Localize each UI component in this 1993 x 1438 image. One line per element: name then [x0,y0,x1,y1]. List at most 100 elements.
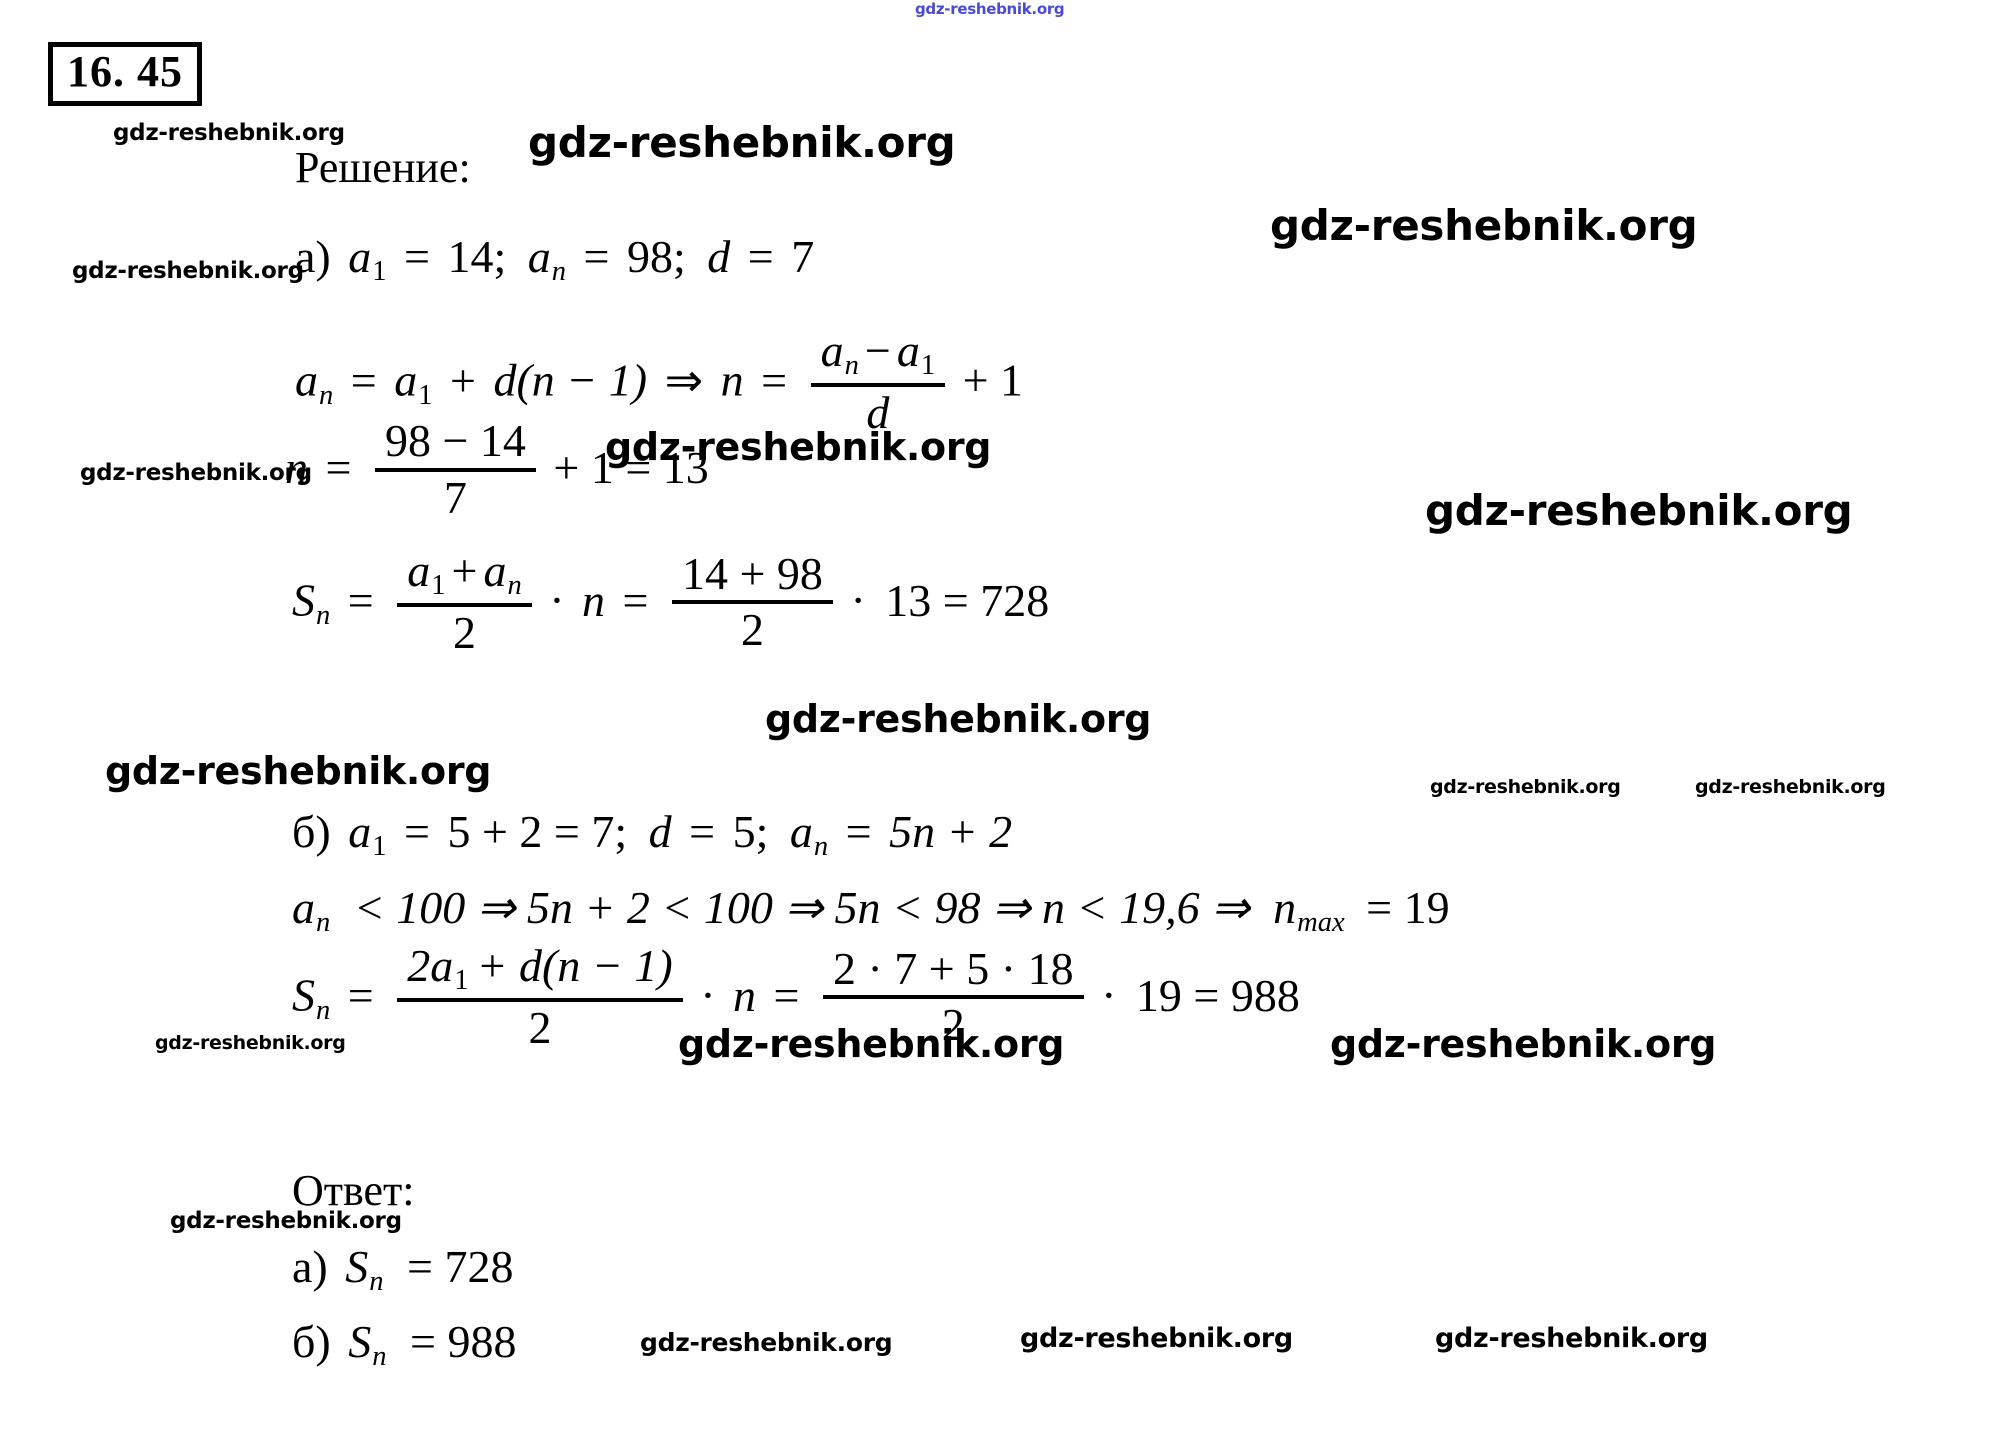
d-n-minus-1-term: + d(n − 1) [476,940,673,992]
S-subscript: n [369,1265,384,1297]
exercise-number-box: 16. 45 [48,42,202,106]
an-subscript: n [316,906,331,938]
an-symbol: a [820,325,844,377]
solution-heading: Решение: [295,143,471,192]
a1-symbol: a [394,354,418,406]
answer-part-a: а) Sn = 728 [292,1240,513,1298]
watermark: gdz-reshebnik.org [155,1032,346,1054]
an-symbol: a [527,231,551,282]
fraction-98-minus-14-over-7: 98 − 14 7 [374,416,536,522]
S-symbol: S [348,1316,372,1367]
fraction-denominator: 2 [397,998,683,1052]
watermark: gdz-reshebnik.org [1435,1323,1708,1354]
S-symbol: S [345,1241,369,1292]
d-symbol: d [648,806,672,857]
watermark: gdz-reshebnik.org [72,258,304,284]
fraction-denominator: d [810,383,946,437]
plus-sign: + [449,354,476,406]
fraction-2a1-plus-d-n-minus-1-over-2: 2a1 + d(n − 1) 2 [397,942,683,1052]
equals-sign: = [583,231,610,282]
a1-symbol: a [348,806,372,857]
d-symbol: d [707,231,731,282]
separator: ; [614,806,628,857]
equals-sign: = [347,969,374,1021]
watermark: gdz-reshebnik.org [105,749,492,793]
minus-sign: − [864,325,891,377]
answer-a-label: а) [292,1241,328,1292]
watermark: gdz-reshebnik.org [1270,201,1698,250]
watermark: gdz-reshebnik.org [765,697,1152,741]
part-a-given: а) a1 = 14; an = 98; d = 7 [295,230,814,288]
formula-tail: + 1 [962,354,1024,406]
equals-sign: = [689,806,716,857]
fraction-denominator: 2 [671,600,833,654]
nmax-value: = 19 [1366,882,1450,933]
fraction-an-minus-a1-over-d: an − a1 d [810,327,946,437]
an-expression: 5n + 2 [889,806,1013,857]
equals-sign: = [747,231,774,282]
an-subscript: n [507,570,522,602]
watermark: gdz-reshebnik.org [605,425,992,469]
fraction-denominator: 7 [374,467,536,522]
a1-subscript: 1 [372,830,387,862]
S-symbol: S [292,969,315,1021]
equals-sign: = [761,354,788,406]
d-symbol: d [493,354,517,406]
2a1-term: 2a [407,940,454,992]
fraction-numerator: 2a1 + d(n − 1) [397,942,682,998]
multiply-dot-icon: · [850,574,866,626]
watermark: gdz-reshebnik.org [170,1208,402,1234]
an-symbol: a [483,545,507,597]
separator: ; [672,231,686,282]
n-symbol: n [582,574,606,626]
watermark: gdz-reshebnik.org [1430,776,1621,798]
equals-sign: = [350,354,377,406]
separator: ; [493,231,507,282]
fraction-14-plus-98-over-2: 14 + 98 2 [671,548,833,655]
equals-sign: = [404,231,430,282]
fraction-numerator: a1 + an [397,547,531,603]
answer-part-b: б) Sn = 988 [292,1315,516,1373]
equals-sign: = [773,969,800,1021]
part-b-label: б) [292,806,331,857]
answer-b-value: = 988 [410,1316,517,1367]
an-symbol: a [292,882,315,933]
n-symbol: n [720,354,744,406]
fraction-numerator: 14 + 98 [681,548,823,600]
equals-sign: = [325,441,352,493]
a1-symbol: a [407,545,431,597]
n-symbol: n [733,969,757,1021]
part-b-inequality: an < 100 ⇒ 5n + 2 < 100 ⇒ 5n < 98 ⇒ n < … [292,880,1450,939]
S-subscript: n [316,994,331,1026]
multiply-dot-icon: · [549,574,565,626]
equals-sign: = [622,574,649,626]
S-subscript: n [372,1340,387,1372]
an-subscript: n [844,350,859,382]
answer-a-value: = 728 [407,1241,514,1292]
watermark: gdz-reshebnik.org [640,1328,893,1357]
watermark: gdz-reshebnik.org [678,1022,1065,1066]
watermark: gdz-reshebnik.org [528,118,956,167]
an-symbol: a [789,806,813,857]
inequality-chain: < 100 ⇒ 5n + 2 < 100 ⇒ 5n < 98 ⇒ n < 19,… [353,882,1250,933]
watermark: gdz-reshebnik.org [1695,776,1886,798]
part-b-given: б) a1 = 5 + 2 = 7; d = 5; an = 5n + 2 [292,805,1012,863]
separator: ; [755,806,769,857]
a1-subscript: 1 [920,350,936,382]
watermark: gdz-reshebnik.org [1020,1323,1293,1354]
fraction-numerator: an − a1 [811,327,945,383]
fraction-denominator: 2 [822,995,1084,1049]
watermark: gdz-reshebnik.org [1425,486,1853,535]
fraction-numerator: 2 · 7 + 5 · 18 [832,943,1074,995]
answer-b-label: б) [292,1316,331,1367]
paren-group: (n − 1) [516,354,648,406]
nmax-symbol: n [1273,882,1297,933]
an-symbol: a [295,354,318,406]
n-calc-tail: + 1 = 13 [553,441,709,493]
fraction-denominator: 2 [397,603,532,657]
S-subscript: n [316,599,331,631]
d-value: 7 [791,231,815,282]
a1-expression: 5 + 2 = 7 [447,806,615,857]
S-symbol: S [292,574,315,626]
a1-subscript: 1 [454,965,469,997]
